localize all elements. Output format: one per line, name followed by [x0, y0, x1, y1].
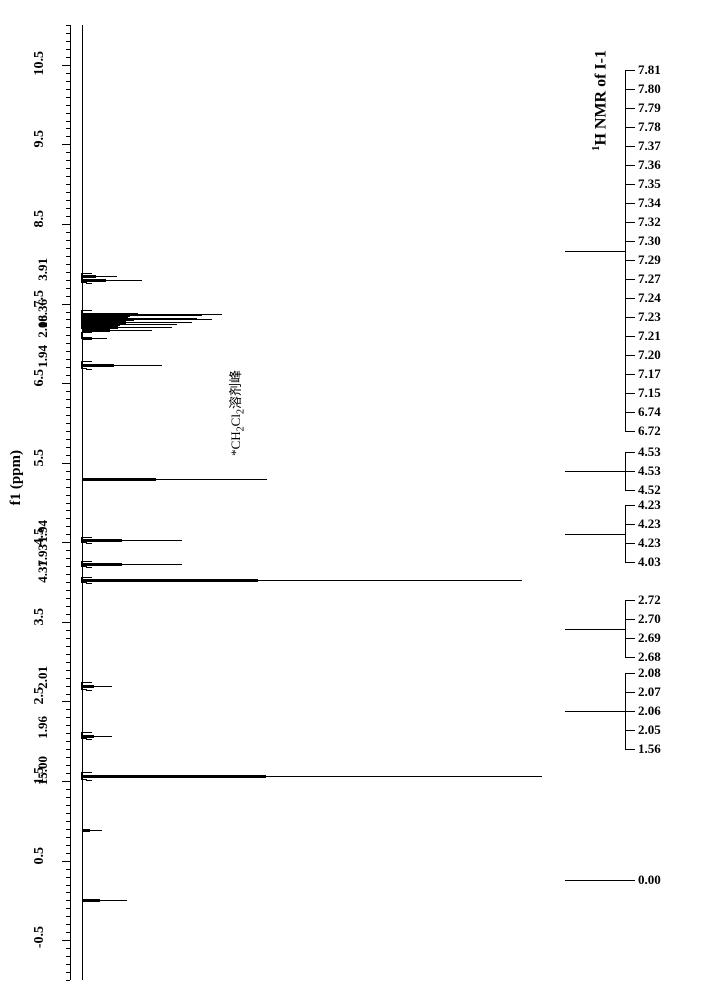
integration-value: 2.01: [35, 666, 51, 689]
integration-value: 3.91: [35, 258, 51, 281]
axis-tick-label: 5.5: [32, 449, 48, 467]
peak-ppm-label: 1.56: [638, 741, 661, 757]
integration-bracket: [81, 772, 87, 780]
peak-ppm-label: 7.78: [638, 119, 661, 135]
axis-tick-label: 2.5: [32, 687, 48, 705]
peak-ppm-label: 7.30: [638, 233, 661, 249]
peak-ppm-label: 7.34: [638, 195, 661, 211]
nmr-spectrum-chart: 1H NMR of I-1 -0.50.51.52.53.54.55.56.57…: [0, 0, 701, 1000]
integration-bracket: [81, 310, 87, 330]
peak-ppm-label: 2.70: [638, 611, 661, 627]
axis-label: f1 (ppm): [8, 450, 25, 505]
peak-ppm-label: 7.32: [638, 214, 661, 230]
peak-ppm-label: 4.23: [638, 516, 661, 532]
peak-ppm-label: 6.74: [638, 404, 661, 420]
axis-tick-label: 3.5: [32, 608, 48, 626]
peak-ppm-label: 2.69: [638, 630, 661, 646]
integration-bracket: [81, 361, 87, 369]
axis-tick-label: -0.5: [32, 926, 48, 948]
axis-tick-label: 0.5: [32, 847, 48, 865]
peak-ppm-label: 7.80: [638, 81, 661, 97]
integration-bracket: [81, 273, 87, 283]
peak-ppm-label: 7.36: [638, 157, 661, 173]
peak-ppm-label: 7.37: [638, 138, 661, 154]
peak-ppm-label: 0.00: [638, 872, 661, 888]
peak-ppm-label: 4.03: [638, 554, 661, 570]
integration-value: 15.00: [35, 756, 51, 785]
axis-tick-label: 6.5: [32, 369, 48, 387]
peak-ppm-label: 4.53: [638, 444, 661, 460]
integration-value: 4.37: [35, 560, 51, 583]
peak-ppm-label: 4.23: [638, 535, 661, 551]
axis-tick-label: 8.5: [32, 210, 48, 228]
integration-value: 1.96: [35, 716, 51, 739]
integration-value: 1.94: [35, 520, 51, 543]
integration-value: 1.94: [35, 345, 51, 368]
peak-ppm-label: 7.17: [638, 366, 661, 382]
peak-ppm-label: 7.81: [638, 62, 661, 78]
peak-ppm-label: 7.21: [638, 328, 661, 344]
peak-ppm-label: 2.05: [638, 722, 661, 738]
peak-ppm-label: 7.35: [638, 176, 661, 192]
peak-ppm-label: 2.08: [638, 665, 661, 681]
peak-ppm-label: 6.72: [638, 423, 661, 439]
integration-value: 2.08: [35, 315, 51, 338]
peak-ppm-label: 2.68: [638, 649, 661, 665]
peak-ppm-label: 4.53: [638, 463, 661, 479]
axis-tick-label: 10.5: [32, 51, 48, 76]
chart-title: 1H NMR of I-1: [590, 50, 610, 151]
peak-ppm-label: 4.23: [638, 497, 661, 513]
peak-ppm-label: 7.79: [638, 100, 661, 116]
peak-ppm-label: 7.24: [638, 290, 661, 306]
axis-tick-label: 9.5: [32, 130, 48, 148]
peak-ppm-label: 7.23: [638, 309, 661, 325]
peak-ppm-label: 2.72: [638, 592, 661, 608]
solvent-annotation: *CH2Cl2溶剂峰: [225, 370, 247, 456]
peak-ppm-label: 4.52: [638, 482, 661, 498]
peak-ppm-label: 7.15: [638, 385, 661, 401]
peak-ppm-label: 7.29: [638, 252, 661, 268]
integration-bracket: [81, 682, 87, 690]
peak-ppm-label: 7.20: [638, 347, 661, 363]
peak-ppm-label: 2.06: [638, 703, 661, 719]
peak-ppm-label: 7.27: [638, 271, 661, 287]
peak-ppm-label: 2.07: [638, 684, 661, 700]
